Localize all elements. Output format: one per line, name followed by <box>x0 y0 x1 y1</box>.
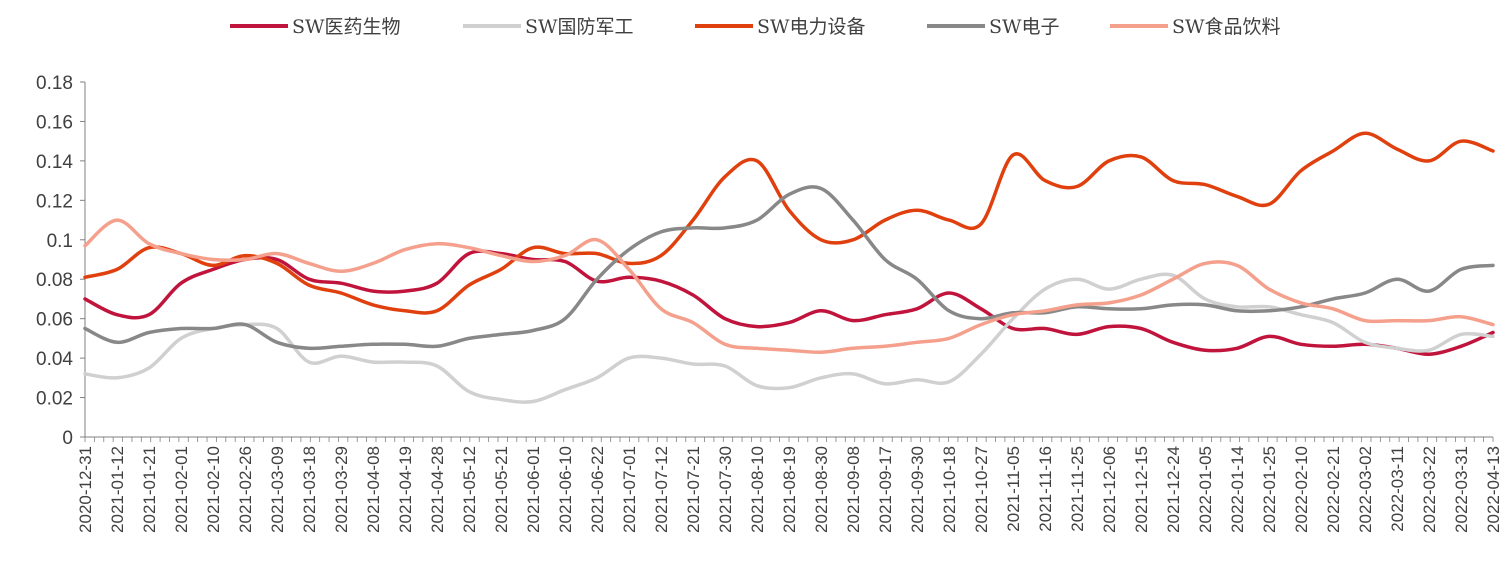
x-tick-label: 2021-11-05 <box>1004 446 1023 532</box>
series-layer <box>83 131 1495 404</box>
x-tick-label: 2021-06-10 <box>556 446 575 533</box>
x-tick-label: 2021-05-12 <box>460 446 479 533</box>
y-tick-label: 0 <box>62 428 73 449</box>
legend-label-3: SW电子 <box>989 16 1060 38</box>
x-tick-label: 2021-07-21 <box>684 446 703 533</box>
x-tick-label: 2021-09-30 <box>908 446 927 533</box>
x-tick-label: 2021-09-08 <box>844 446 863 533</box>
legend-label-0: SW医药生物 <box>292 16 401 38</box>
series-line-0 <box>83 249 1495 356</box>
y-tick-label: 0.06 <box>36 310 73 331</box>
x-tick-label: 2021-12-06 <box>1100 446 1119 533</box>
x-tick-label: 2021-03-29 <box>332 446 351 533</box>
x-tick-label: 2022-03-31 <box>1452 446 1471 533</box>
y-tick-label: 0.14 <box>36 152 73 173</box>
x-tick-label: 2022-03-22 <box>1420 446 1439 533</box>
x-tick-label: 2021-08-19 <box>780 446 799 533</box>
legend-label-4: SW食品饮料 <box>1172 16 1281 38</box>
x-tick-label: 2020-12-31 <box>76 446 95 533</box>
x-tick-label: 2021-04-28 <box>428 446 447 533</box>
legend-label-1: SW国防军工 <box>525 16 634 38</box>
legend-label-2: SW电力设备 <box>757 16 866 38</box>
x-tick-label: 2022-01-25 <box>1260 446 1279 533</box>
x-tick-label: 2021-09-17 <box>876 446 895 533</box>
y-tick-label: 0.02 <box>36 389 73 410</box>
series-line-3 <box>83 185 1495 351</box>
y-tick-label: 0.16 <box>36 112 73 133</box>
y-tick-label: 0.12 <box>36 191 73 212</box>
y-tick-label: 0.1 <box>47 231 73 252</box>
x-tick-label: 2021-08-30 <box>812 446 831 533</box>
x-tick-label: 2022-02-10 <box>1292 446 1311 533</box>
x-tick-label: 2022-04-13 <box>1484 446 1503 533</box>
x-tick-label: 2021-06-01 <box>524 446 543 533</box>
x-tick-label: 2021-03-18 <box>300 446 319 533</box>
x-tick-label: 2021-11-16 <box>1036 446 1055 532</box>
series-line-2 <box>83 131 1495 315</box>
x-tick-label: 2021-03-09 <box>268 446 287 533</box>
x-tick-label: 2021-11-25 <box>1068 446 1087 532</box>
x-tick-label: 2021-12-15 <box>1132 446 1151 533</box>
x-tick-label: 2021-12-24 <box>1164 446 1183 533</box>
x-tick-label: 2021-07-30 <box>716 446 735 533</box>
x-tick-label: 2021-10-18 <box>940 446 959 533</box>
x-tick-label: 2021-07-12 <box>652 446 671 533</box>
x-tick-label: 2021-02-10 <box>204 446 223 533</box>
series-line-4 <box>83 218 1495 354</box>
x-tick-label: 2022-01-05 <box>1196 446 1215 533</box>
y-tick-label: 0.18 <box>36 73 73 94</box>
x-tick-label: 2021-06-22 <box>588 446 607 533</box>
x-axis: 2020-12-31 2021-01-12 2021-01-21 2021-02-01… <box>76 436 1503 533</box>
chart-legend: SW医药生物 SW国防军工 SW电力设备 SW电子 SW食品饮料 <box>230 16 1281 38</box>
x-tick-label: 2021-04-19 <box>396 446 415 533</box>
x-tick-label: 2022-01-14 <box>1228 446 1247 533</box>
x-tick-label: 2021-10-27 <box>972 446 991 533</box>
x-tick-label: 2021-02-01 <box>172 446 191 533</box>
y-axis: 0 0.02 0.04 0.06 0.08 0.1 0.12 0.14 0.16 0.18 <box>36 73 86 449</box>
x-tick-label: 2021-02-26 <box>236 446 255 533</box>
x-tick-label: 2021-05-21 <box>492 446 511 533</box>
x-tick-label: 2021-08-10 <box>748 446 767 533</box>
series-line-1 <box>83 272 1495 404</box>
x-tick-label: 2021-01-21 <box>140 446 159 533</box>
x-tick-label: 2022-03-02 <box>1356 446 1375 533</box>
y-tick-label: 0.04 <box>36 349 73 370</box>
x-tick-label: 2022-02-21 <box>1324 446 1343 533</box>
x-tick-label: 2021-01-12 <box>108 446 127 533</box>
x-tick-label: 2021-04-08 <box>364 446 383 533</box>
x-tick-label: 2021-07-01 <box>620 446 639 533</box>
y-tick-label: 0.08 <box>36 270 73 291</box>
x-tick-label: 2022-03-11 <box>1388 446 1407 532</box>
